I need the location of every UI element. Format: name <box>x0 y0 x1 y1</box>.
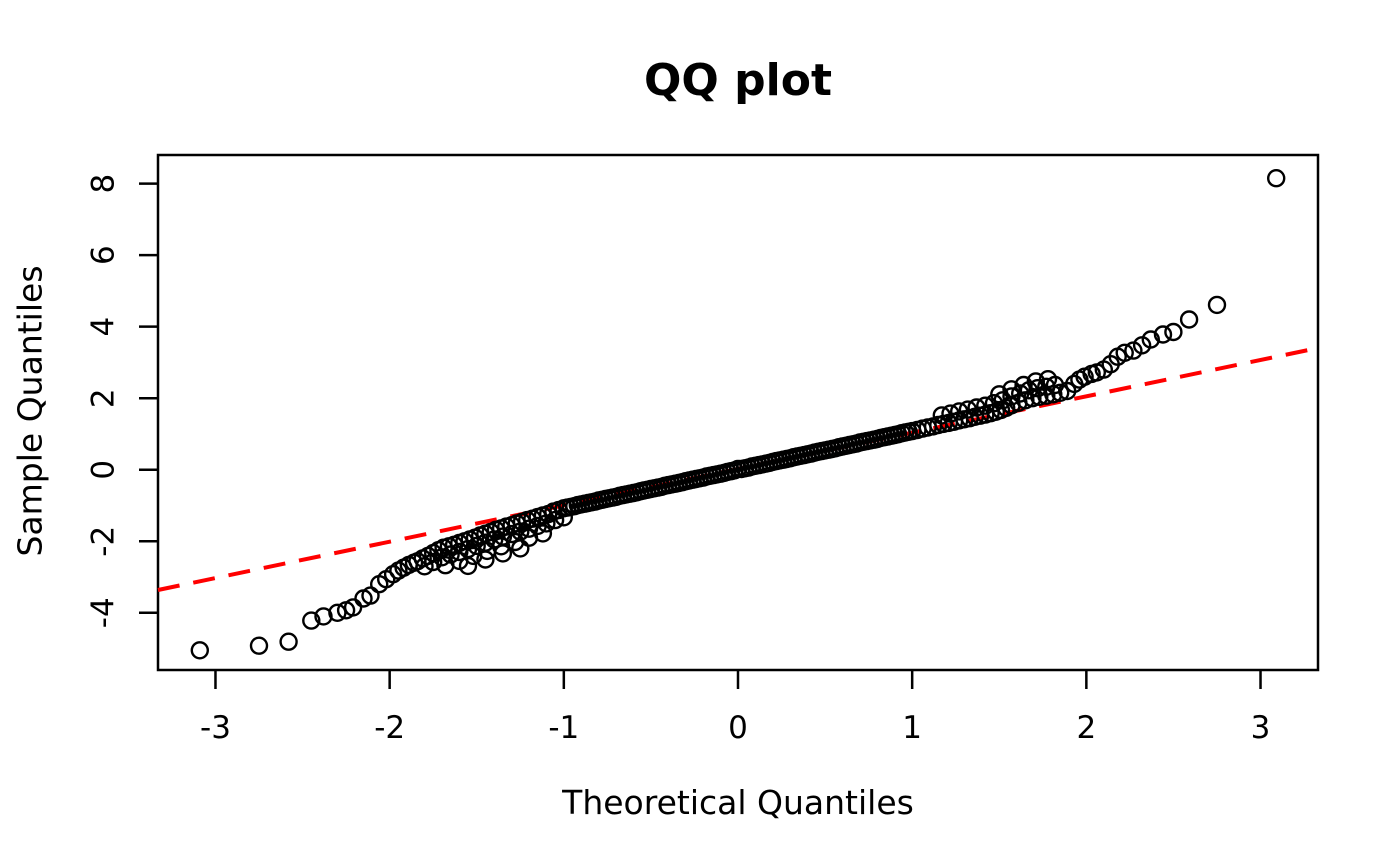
data-point <box>302 611 321 630</box>
y-tick-label: 6 <box>86 245 122 265</box>
data-point <box>415 557 434 576</box>
data-point <box>1141 330 1161 349</box>
x-tick-label: -3 <box>200 710 231 746</box>
data-point <box>554 508 573 527</box>
data-point <box>1037 377 1056 396</box>
data-point <box>1115 343 1134 362</box>
x-tick-label: -2 <box>374 710 405 746</box>
x-tick-label: 0 <box>728 710 748 746</box>
data-point <box>1164 322 1183 342</box>
data-point <box>1207 295 1227 315</box>
data-point <box>990 385 1009 404</box>
x-tick-label: 1 <box>902 710 922 746</box>
data-point <box>976 396 995 415</box>
data-point <box>493 544 513 563</box>
data-point <box>467 536 486 556</box>
data-point <box>279 632 298 651</box>
y-tick-label: -4 <box>86 597 122 628</box>
data-point <box>932 406 951 425</box>
data-point <box>545 510 565 530</box>
y-tick-label: 8 <box>86 174 122 194</box>
data-point <box>950 402 969 421</box>
x-axis-label: Theoretical Quantiles <box>562 783 914 822</box>
plot-box <box>156 153 1320 672</box>
data-point <box>1038 370 1058 389</box>
data-point <box>533 524 553 543</box>
data-point <box>1026 372 1046 391</box>
data-point <box>1028 379 1047 398</box>
data-point <box>958 400 978 419</box>
data-point <box>361 586 380 605</box>
x-tick-label: -1 <box>548 710 579 746</box>
data-point <box>511 539 530 558</box>
data-point <box>1266 168 1286 188</box>
data-point <box>476 550 495 569</box>
y-tick-label: -2 <box>86 526 122 557</box>
data-point <box>458 556 478 576</box>
data-point <box>1014 375 1033 395</box>
data-point <box>967 398 986 417</box>
scatter-points <box>190 168 1286 660</box>
plot-title: QQ plot <box>644 55 832 106</box>
data-point <box>190 641 210 660</box>
data-point <box>1002 387 1021 406</box>
data-point <box>941 404 960 423</box>
data-point <box>1002 380 1021 399</box>
y-tick-label: 4 <box>86 317 122 337</box>
y-tick-label: 0 <box>86 460 122 480</box>
data-point <box>1011 384 1030 403</box>
data-point <box>537 514 556 533</box>
data-point <box>343 598 363 617</box>
x-tick-label: 2 <box>1076 710 1096 746</box>
data-point <box>249 636 269 655</box>
data-point <box>984 394 1004 413</box>
y-tick-label: 2 <box>86 388 122 408</box>
x-tick-label: 3 <box>1251 710 1271 746</box>
data-point <box>424 552 443 572</box>
data-point <box>1179 310 1199 329</box>
data-point <box>1153 325 1173 344</box>
y-axis-label: Sample Quantiles <box>10 265 50 557</box>
data-point <box>328 603 347 622</box>
